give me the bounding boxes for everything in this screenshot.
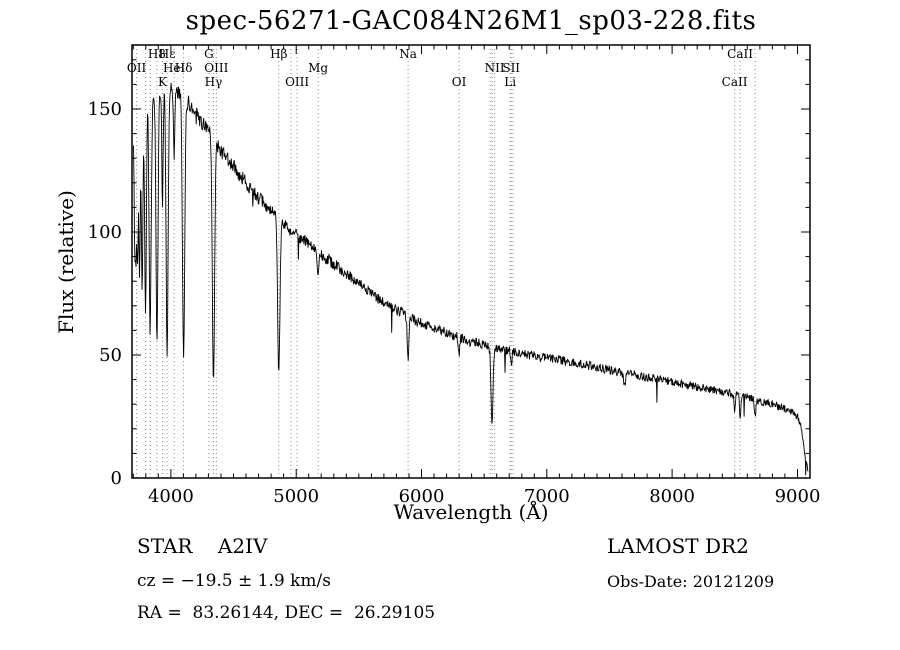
- svg-text:HeI: HeI: [163, 61, 186, 75]
- svg-text:8000: 8000: [649, 486, 695, 507]
- svg-text:Hβ: Hβ: [270, 47, 287, 61]
- svg-text:CaII: CaII: [722, 75, 748, 89]
- plot-title: spec-56271-GAC084N26M1_sp03-228.fits: [185, 6, 757, 36]
- svg-text:Hδ: Hδ: [175, 61, 193, 75]
- svg-text:H8: H8: [148, 47, 166, 61]
- svg-text:OIII: OIII: [285, 75, 309, 89]
- svg-text:G: G: [204, 47, 214, 61]
- svg-text:OII: OII: [127, 61, 147, 75]
- svg-text:5000: 5000: [273, 486, 319, 507]
- radial-velocity-label: cz = −19.5 ± 1.9 km/s: [137, 571, 331, 591]
- svg-text:Li: Li: [504, 75, 516, 89]
- svg-text:50: 50: [99, 345, 122, 366]
- survey-release-label: LAMOST DR2: [607, 534, 749, 558]
- object-class-label: STAR A2IV: [137, 534, 268, 558]
- svg-text:0: 0: [111, 468, 122, 489]
- svg-text:Mg: Mg: [308, 61, 328, 75]
- svg-text:4000: 4000: [148, 486, 194, 507]
- svg-text:OI: OI: [452, 75, 467, 89]
- svg-text:6000: 6000: [399, 486, 445, 507]
- svg-text:9000: 9000: [775, 486, 821, 507]
- x-axis-label: Wavelength (Å): [393, 500, 549, 524]
- ra-dec-label: RA = 83.26144, DEC = 26.29105: [137, 603, 436, 623]
- svg-text:K: K: [158, 75, 168, 89]
- svg-text:150: 150: [88, 99, 122, 120]
- svg-text:CaII: CaII: [727, 47, 753, 61]
- svg-text:NII: NII: [485, 61, 505, 75]
- obs-date-label: Obs-Date: 20121209: [607, 572, 775, 591]
- svg-text:Na: Na: [399, 47, 417, 61]
- y-axis-label: Flux (relative): [54, 190, 78, 334]
- svg-text:Hγ: Hγ: [205, 75, 223, 89]
- svg-text:7000: 7000: [524, 486, 570, 507]
- svg-text:OIII: OIII: [204, 61, 228, 75]
- svg-text:SII: SII: [502, 61, 520, 75]
- svg-text:100: 100: [88, 222, 122, 243]
- svg-text:Hε: Hε: [159, 47, 176, 61]
